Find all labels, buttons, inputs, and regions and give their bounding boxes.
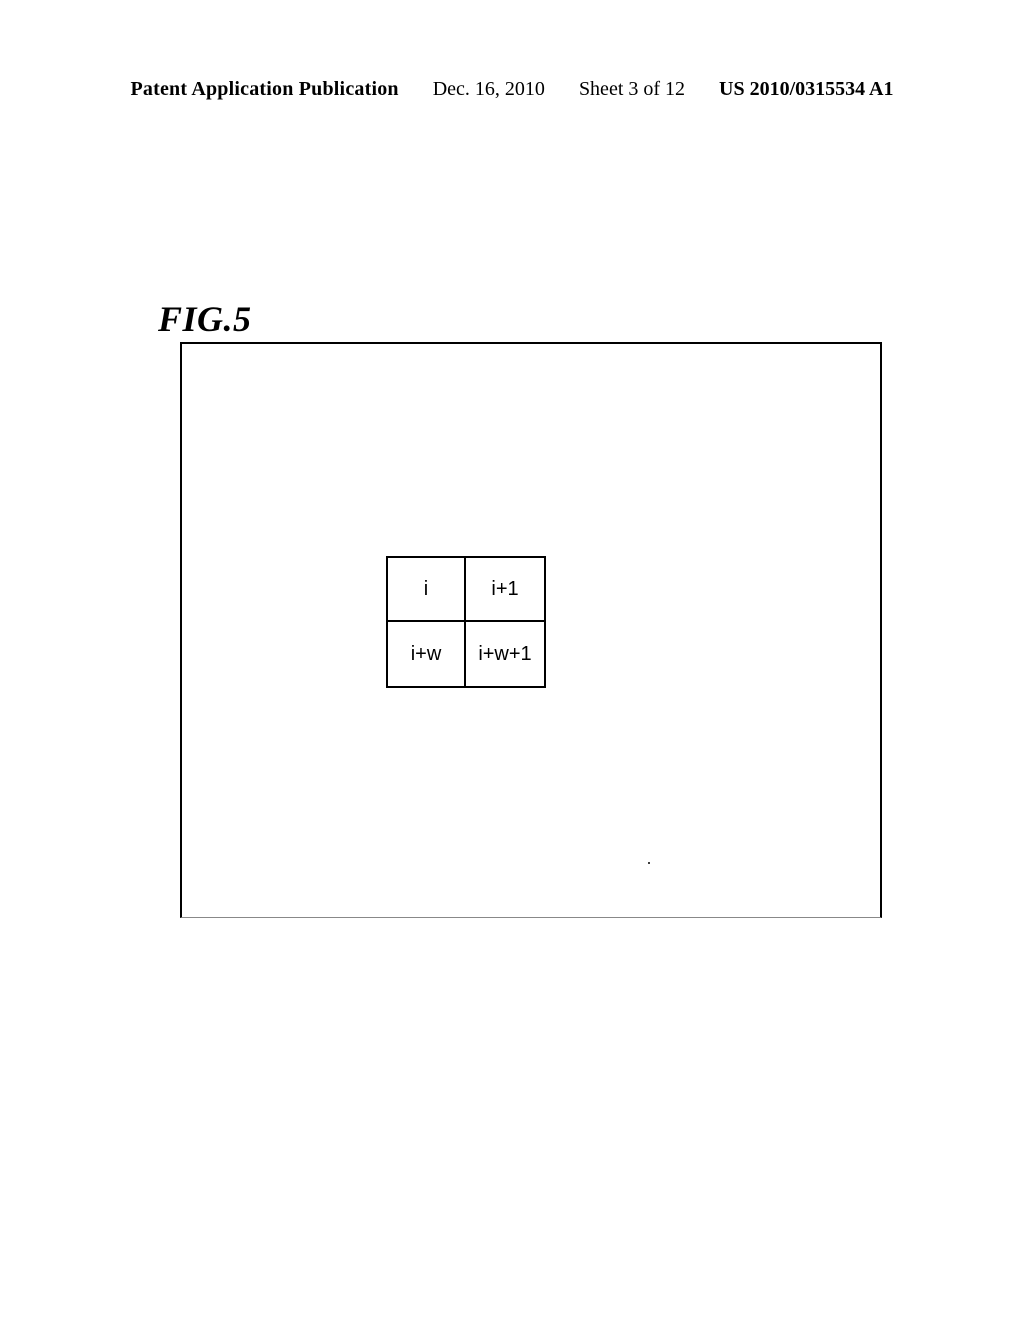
index-grid: i i+1 i+w i+w+1 [386, 556, 546, 688]
cell-0-1: i+1 [466, 558, 544, 622]
header-docno: US 2010/0315534 A1 [719, 78, 893, 101]
cell-1-1: i+w+1 [466, 622, 544, 686]
grid-row-1: i+w i+w+1 [388, 622, 544, 686]
stray-dot [648, 862, 650, 864]
header-inner: Patent Application Publication Dec. 16, … [130, 78, 893, 101]
grid-row-0: i i+1 [388, 558, 544, 622]
page-header: Patent Application Publication Dec. 16, … [0, 78, 1024, 101]
header-publication: Patent Application Publication [130, 78, 398, 101]
cell-1-0: i+w [388, 622, 466, 686]
figure-label: FIG.5 [158, 298, 252, 340]
cell-0-0: i [388, 558, 466, 622]
header-sheet: Sheet 3 of 12 [579, 78, 685, 101]
header-date: Dec. 16, 2010 [433, 78, 545, 101]
